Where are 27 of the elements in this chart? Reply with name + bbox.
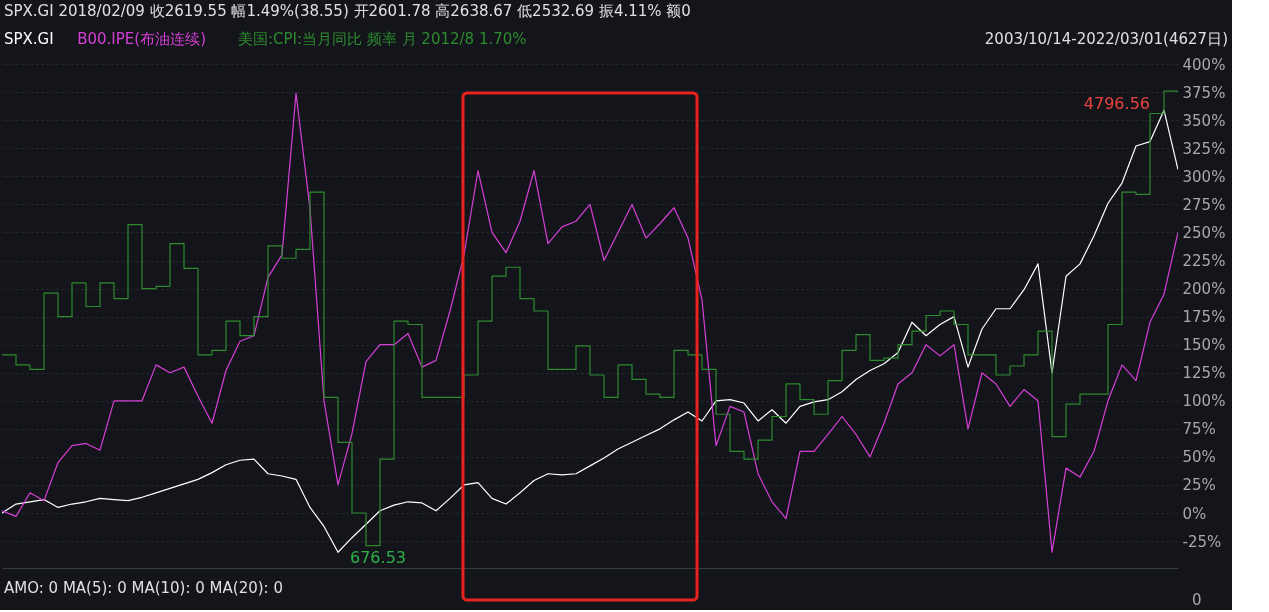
text: AMO: 0 MA(5): 0 MA(10): 0 MA(20): 0 [4,579,283,597]
text: 0 [1192,591,1202,609]
text: B00.IPE(布油连续) [77,30,206,48]
chart-title: SPX.GI 2018/02/09 收2619.55 幅1.49%(38.55) 开2601.78 高2638.67 低2532.69 振4.11% 额0 [4,2,691,20]
y-tick-label: 325% [1182,139,1226,158]
y-tick-label: 275% [1182,195,1226,214]
annotation: 676.53 [350,548,406,568]
chart-subtitle: 2003/10/14-2022/03/01(4627日) [984,30,1228,48]
y-tick-label: 50% [1182,448,1216,467]
y-tick-label: 375% [1182,83,1226,102]
y-tick-label: 200% [1182,280,1226,299]
y-tick-label: 25% [1182,476,1216,495]
y-tick-label: 0% [1182,504,1207,523]
y-tick-label: 300% [1182,167,1226,186]
y-tick-label: 100% [1182,392,1226,411]
y-tick-label: -25% [1182,532,1222,551]
y-tick-label: 175% [1182,308,1226,327]
y-tick-label: 150% [1182,336,1226,355]
text: SPX.GI [4,30,54,48]
y-tick-label: 400% [1182,55,1226,74]
y-tick-label: 225% [1182,252,1226,271]
text: 美国:CPI:当月同比 频率 月 2012/8 1.70% [238,30,527,48]
y-tick-label: 250% [1182,223,1226,242]
annotation: 4796.56 [1083,94,1150,114]
y-tick-label: 350% [1182,111,1226,130]
y-tick-label: 75% [1182,420,1216,439]
y-tick-label: 125% [1182,364,1226,383]
